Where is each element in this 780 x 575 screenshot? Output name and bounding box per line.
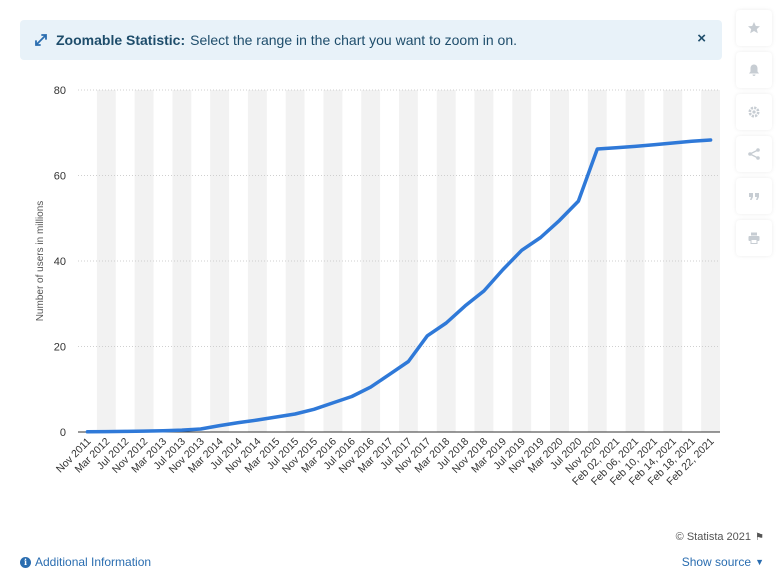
zoomable-statistic-banner: Zoomable Statistic: Select the range in … <box>20 20 722 60</box>
y-tick-label: 60 <box>54 171 66 183</box>
data-point[interactable] <box>518 246 526 254</box>
banner-lead: Zoomable Statistic: <box>56 32 186 48</box>
data-point[interactable] <box>178 426 186 434</box>
data-point[interactable] <box>197 425 205 433</box>
background-band <box>285 90 305 432</box>
data-point[interactable] <box>707 136 715 144</box>
data-point[interactable] <box>235 419 243 427</box>
data-point[interactable] <box>367 383 375 391</box>
print-icon <box>748 232 760 244</box>
cite-button[interactable] <box>736 178 772 214</box>
y-tick-label: 20 <box>54 342 66 354</box>
y-tick-label: 40 <box>54 256 66 268</box>
series-line <box>85 138 713 434</box>
background-band <box>172 90 192 432</box>
background-band <box>436 90 456 432</box>
y-axis-ticks: 0 20 40 60 80 <box>54 85 66 439</box>
data-point[interactable] <box>574 197 582 205</box>
data-point[interactable] <box>121 427 129 435</box>
notification-button[interactable] <box>736 52 772 88</box>
quote-icon <box>749 193 759 200</box>
data-point[interactable] <box>612 144 620 152</box>
settings-button[interactable] <box>736 94 772 130</box>
show-source-link[interactable]: Show source ▼ <box>682 555 764 569</box>
y-tick-label: 80 <box>54 85 66 97</box>
statista-credit: © Statista 2021 ⚑ <box>676 531 764 543</box>
data-point[interactable] <box>310 405 318 413</box>
data-point[interactable] <box>348 393 356 401</box>
data-point[interactable] <box>537 233 545 241</box>
data-point[interactable] <box>461 302 469 310</box>
share-icon <box>748 148 760 160</box>
background-band <box>512 90 532 432</box>
flag-icon[interactable]: ⚑ <box>755 531 764 543</box>
show-source-label: Show source <box>681 555 752 569</box>
data-point[interactable] <box>83 428 91 436</box>
additional-information-link[interactable]: i Additional Information <box>20 555 151 569</box>
share-button[interactable] <box>736 136 772 172</box>
tool-sidebar <box>736 10 772 262</box>
data-point[interactable] <box>423 332 431 340</box>
print-button[interactable] <box>736 220 772 256</box>
background-band <box>323 90 343 432</box>
data-point[interactable] <box>669 139 677 147</box>
y-tick-label: 0 <box>60 427 66 439</box>
gear-icon <box>748 106 760 118</box>
additional-information-label: Additional Information <box>35 555 152 569</box>
data-point[interactable] <box>593 145 601 153</box>
bell-icon <box>749 64 759 76</box>
data-point[interactable] <box>556 216 564 224</box>
data-point[interactable] <box>216 422 224 430</box>
gridlines <box>78 89 720 347</box>
background-band <box>625 90 645 432</box>
favorite-button[interactable] <box>736 10 772 46</box>
data-point[interactable] <box>442 319 450 327</box>
data-point[interactable] <box>140 427 148 435</box>
data-point[interactable] <box>159 427 167 435</box>
data-point[interactable] <box>480 287 488 295</box>
data-point[interactable] <box>272 413 280 421</box>
data-point[interactable] <box>650 141 658 149</box>
data-point[interactable] <box>329 399 337 407</box>
data-point[interactable] <box>386 370 394 378</box>
chevron-down-icon: ▼ <box>755 557 764 567</box>
credit-text: © Statista 2021 <box>675 531 752 543</box>
data-point[interactable] <box>404 357 412 365</box>
star-icon <box>748 22 760 34</box>
data-point[interactable] <box>688 137 696 145</box>
info-icon: i <box>20 556 31 568</box>
y-axis-label: Number of users in millions <box>35 201 46 322</box>
close-banner-button[interactable]: × <box>697 30 706 47</box>
data-point[interactable] <box>102 428 110 436</box>
data-point[interactable] <box>499 266 507 274</box>
data-point[interactable] <box>253 416 261 424</box>
data-point[interactable] <box>291 410 299 418</box>
expand-icon <box>34 33 48 47</box>
data-point[interactable] <box>631 142 639 150</box>
background-band <box>247 90 267 432</box>
banner-text: Select the range in the chart you want t… <box>190 32 518 48</box>
